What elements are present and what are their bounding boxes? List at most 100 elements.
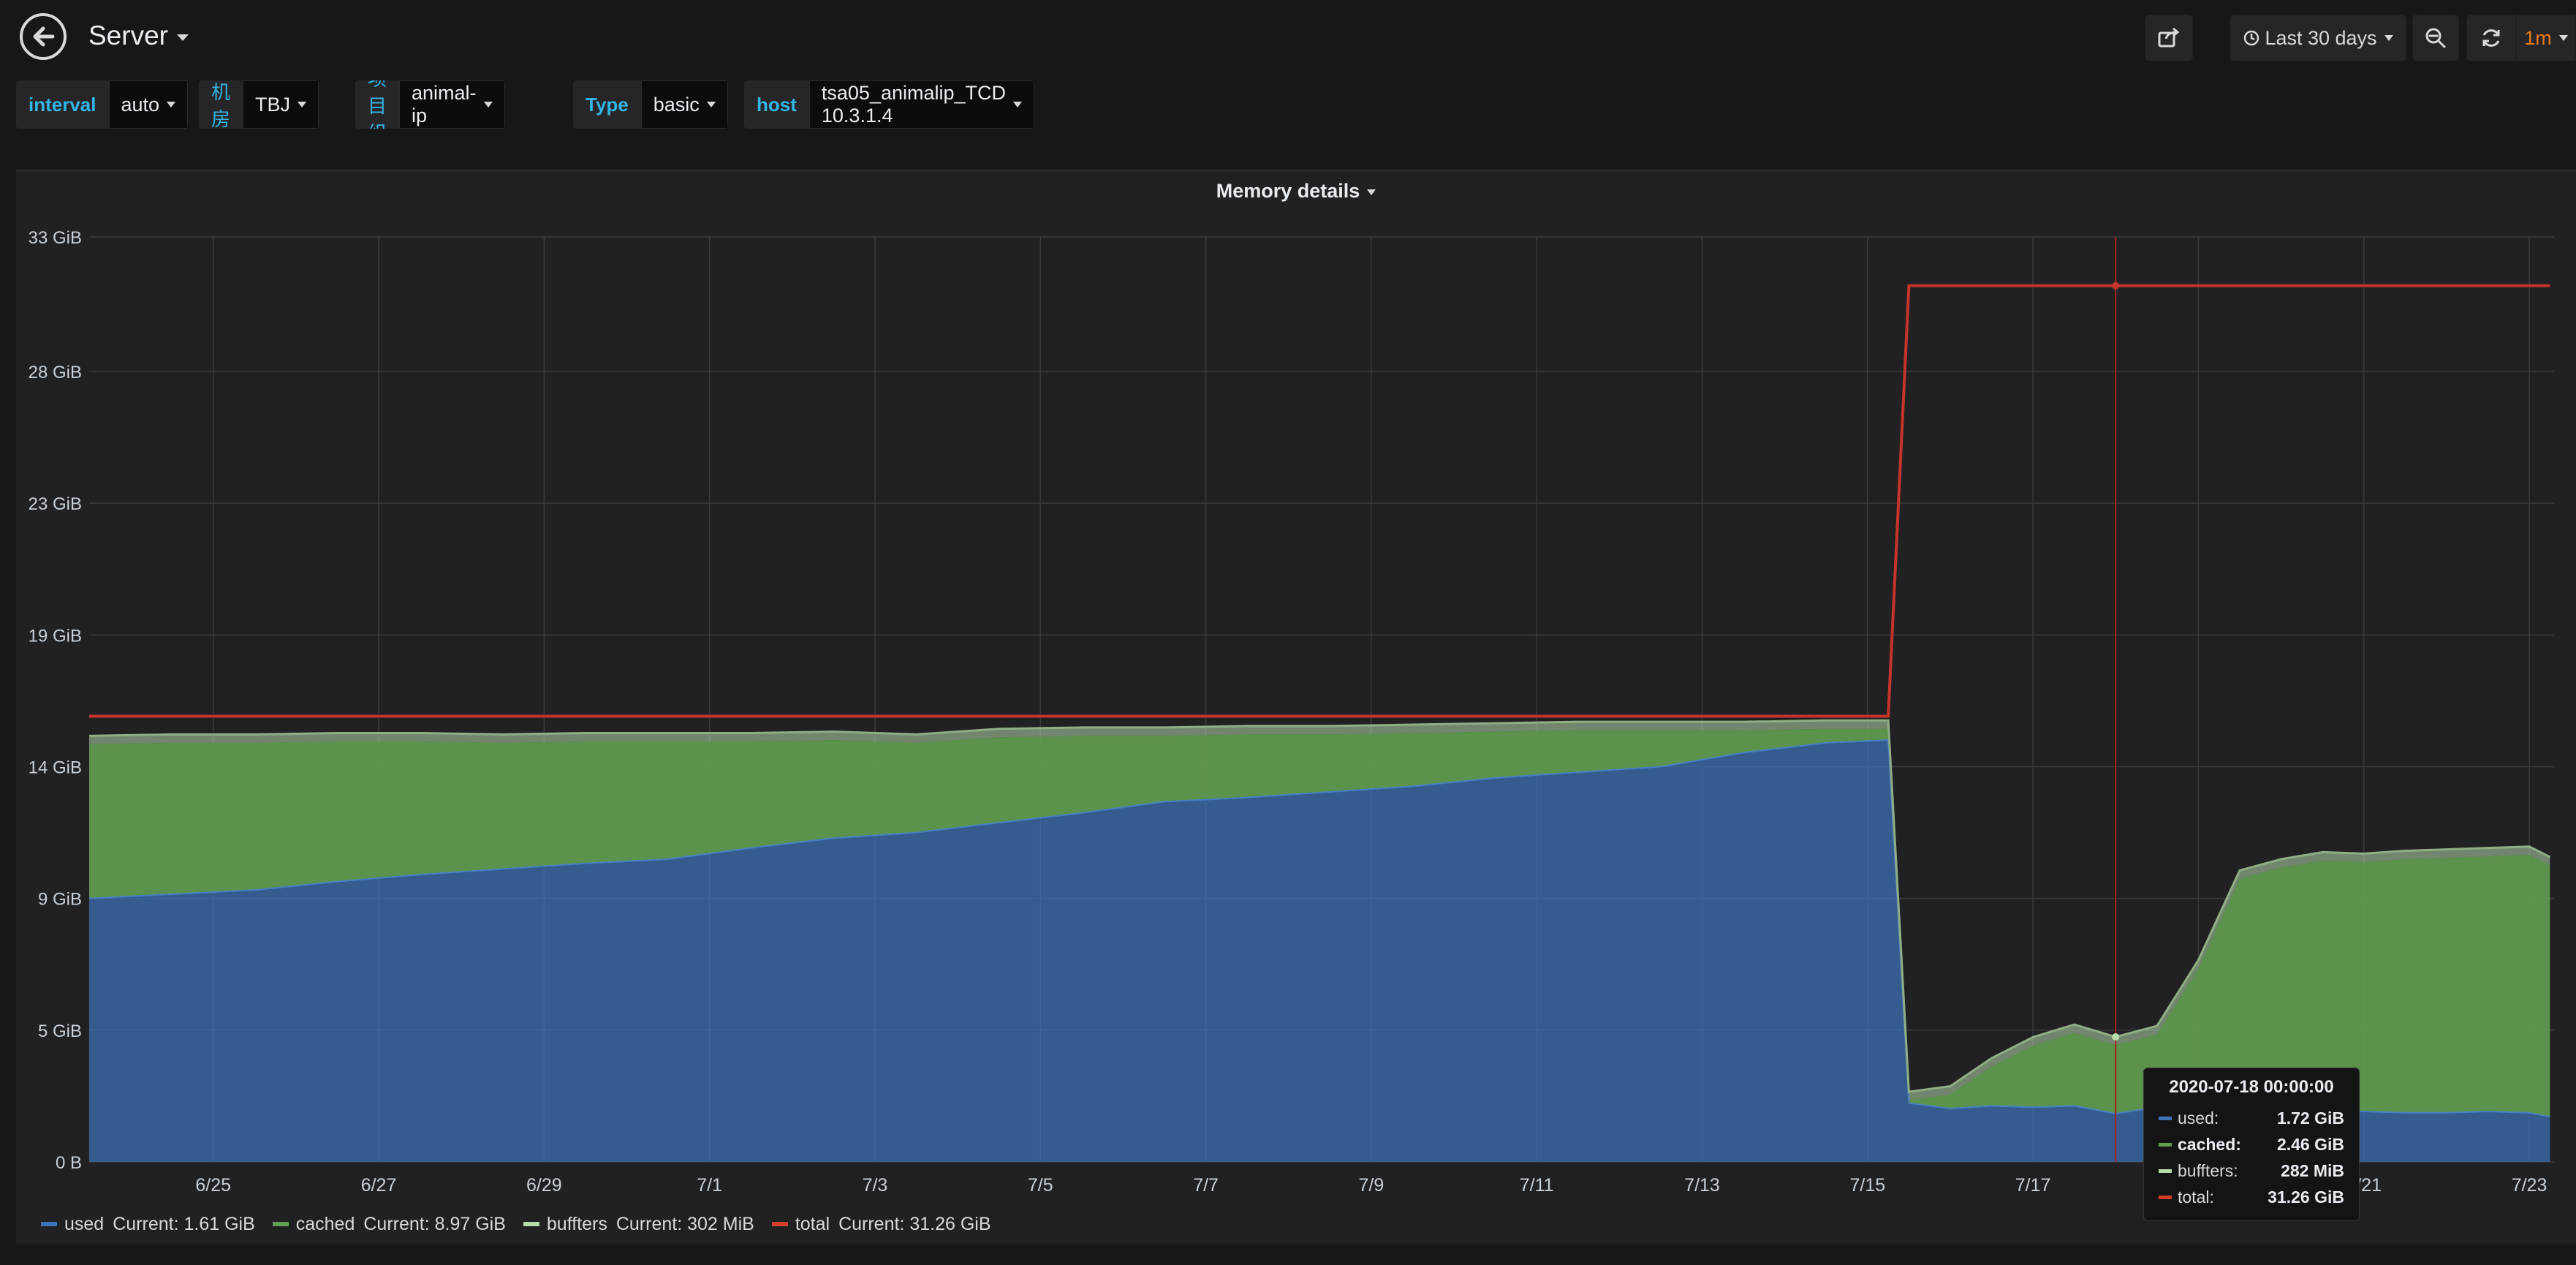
variable-jifang: 机房 TBJ [199, 80, 319, 129]
tooltip-swatch [2159, 1116, 2172, 1120]
legend-item-buffters[interactable]: buffters Current: 302 MiB [523, 1214, 754, 1235]
tooltip-series-name: total: [2178, 1187, 2214, 1207]
variable-label: interval [16, 80, 109, 129]
legend-current-value: Current: 1.61 GiB [113, 1213, 255, 1234]
legend-swatch [771, 1222, 788, 1226]
y-tick-label: 14 GiB [29, 758, 82, 778]
y-tick-label: 19 GiB [29, 626, 82, 646]
x-tick-label: 6/25 [195, 1175, 231, 1196]
dashboard-navbar: Server Last 30 days 1m [0, 0, 2576, 73]
graph-legend: used Current: 1.61 GiB cached Current: 8… [41, 1209, 1009, 1239]
x-tick-label: 6/27 [361, 1175, 397, 1196]
x-tick-label: 7/13 [1684, 1175, 1720, 1196]
legend-swatch [272, 1222, 289, 1226]
tooltip-series-name: cached: [2178, 1134, 2241, 1154]
legend-current-value: Current: 8.97 GiB [363, 1213, 506, 1234]
zoom-out-button[interactable] [2412, 15, 2459, 61]
chevron-down-icon [2558, 35, 2568, 41]
variable-value: auto [121, 93, 160, 116]
variable-label: 机房 [199, 80, 243, 129]
hover-point-total [2112, 282, 2120, 290]
tooltip-swatch [2159, 1195, 2172, 1199]
tooltip-row-used: used: 1.72 GiB [2159, 1105, 2344, 1131]
panel-title-text: Memory details [1216, 180, 1360, 202]
chevron-down-icon [167, 102, 176, 107]
dashboard-title-text: Server [88, 20, 168, 50]
tooltip-swatch [2159, 1142, 2172, 1147]
variable-label: Type [573, 80, 641, 129]
variable-label: 项目组 [355, 80, 400, 129]
hover-point-buffters [2112, 1033, 2120, 1041]
refresh-interval-picker[interactable]: 1m [2516, 15, 2576, 61]
legend-series-name: used [64, 1213, 105, 1234]
panel-title[interactable]: Memory details [16, 180, 2576, 203]
legend-series-name: buffters [546, 1213, 607, 1234]
chevron-down-icon [1013, 102, 1023, 107]
tooltip-row-total: total: 31.26 GiB [2159, 1184, 2344, 1210]
x-tick-label: 7/23 [2512, 1175, 2547, 1196]
tooltip-row-cached: cached: 2.46 GiB [2159, 1131, 2344, 1158]
x-tick-label: 7/15 [1849, 1175, 1885, 1196]
variable-project-group: 项目组 animal-ip [355, 80, 505, 129]
legend-series-name: cached [295, 1213, 355, 1234]
tooltip-series-value: 282 MiB [2281, 1160, 2344, 1180]
legend-series-name: total [795, 1213, 830, 1234]
share-button[interactable] [2145, 15, 2193, 61]
x-tick-label: 7/1 [697, 1175, 722, 1196]
legend-swatch [41, 1222, 57, 1226]
legend-item-total[interactable]: total Current: 31.26 GiB [771, 1213, 991, 1235]
variable-host: host tsa05_animalip_TCD 10.3.1.4 [744, 80, 1035, 129]
tooltip-series-name: used: [2178, 1108, 2219, 1128]
refresh-button[interactable] [2466, 15, 2516, 61]
tooltip-time: 2020-07-18 00:00:00 [2169, 1077, 2334, 1097]
variable-value: animal-ip [412, 82, 477, 126]
tooltip-swatch [2159, 1168, 2172, 1173]
zoom-out-icon [2425, 28, 2446, 48]
x-tick-label: 7/3 [863, 1175, 888, 1196]
refresh-interval-label: 1m [2524, 26, 2552, 49]
x-tick-label: 6/29 [526, 1175, 562, 1196]
series-area-used [89, 740, 2550, 1162]
legend-swatch [523, 1222, 539, 1226]
back-button[interactable] [20, 13, 67, 60]
x-tick-label: 7/5 [1028, 1175, 1053, 1196]
series-line-buffters [88, 719, 2551, 1093]
time-range-label: Last 30 days [2265, 26, 2377, 49]
x-tick-label: 7/7 [1193, 1175, 1219, 1196]
chevron-down-icon [706, 102, 716, 107]
clock-icon [2244, 30, 2259, 46]
tooltip-row-buffters: buffters: 282 MiB [2159, 1158, 2344, 1184]
time-range-picker[interactable]: Last 30 days [2230, 15, 2406, 61]
dashboard-title[interactable]: Server [88, 20, 189, 51]
y-tick-label: 23 GiB [29, 494, 82, 514]
variable-type-dropdown[interactable]: basic [640, 80, 728, 129]
variable-value: TBJ [255, 93, 291, 116]
legend-item-cached[interactable]: cached Current: 8.97 GiB [272, 1213, 506, 1235]
y-tick-label: 0 B [56, 1153, 82, 1173]
legend-item-used[interactable]: used Current: 1.61 GiB [41, 1214, 255, 1235]
legend-current-value: Current: 31.26 GiB [838, 1213, 991, 1234]
variable-project-group-dropdown[interactable]: animal-ip [399, 80, 505, 129]
x-tick-label: 7/17 [2015, 1175, 2051, 1196]
series-area-cached [89, 728, 2550, 1117]
variable-host-dropdown[interactable]: tsa05_animalip_TCD 10.3.1.4 [808, 80, 1035, 129]
chevron-down-icon [2384, 35, 2393, 41]
variable-interval-dropdown[interactable]: auto [108, 80, 189, 129]
variable-interval: interval auto [16, 80, 189, 129]
refresh-icon [2482, 29, 2500, 47]
chevron-down-icon [298, 102, 307, 107]
variable-value: tsa05_animalip_TCD 10.3.1.4 [821, 82, 1007, 126]
variable-label: host [744, 80, 809, 129]
tooltip-series-value: 2.46 GiB [2276, 1134, 2344, 1154]
share-icon [2158, 27, 2180, 48]
variable-jifang-dropdown[interactable]: TBJ [243, 80, 319, 129]
y-tick-label: 28 GiB [29, 363, 82, 382]
bottom-strip [0, 1245, 2576, 1265]
y-tick-label: 33 GiB [29, 228, 82, 248]
graph-tooltip: 2020-07-18 00:00:00 used: 1.72 GiB cache… [2143, 1068, 2360, 1221]
x-tick-label: 7/11 [1520, 1175, 1554, 1196]
tooltip-series-name: buffters: [2178, 1160, 2238, 1180]
x-tick-label: 7/9 [1359, 1175, 1384, 1196]
variable-value: basic [653, 93, 700, 116]
y-tick-label: 9 GiB [38, 890, 82, 910]
